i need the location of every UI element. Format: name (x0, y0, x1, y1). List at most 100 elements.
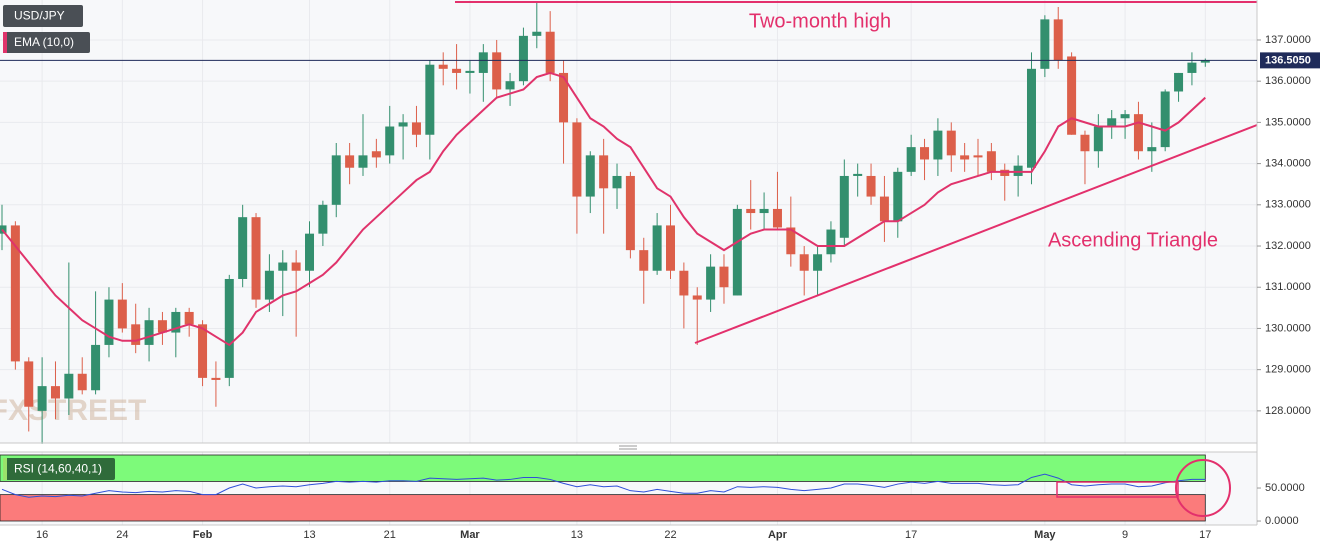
candle-body (184, 311, 194, 325)
candle-body (679, 270, 689, 296)
candle-body (425, 64, 435, 135)
x-tick-label: 13 (571, 529, 583, 541)
y-tick-label: 131.0000 (1265, 281, 1311, 293)
candle-body (318, 204, 328, 234)
y-tick-label: 133.0000 (1265, 199, 1311, 211)
x-tick-label: Apr (768, 529, 788, 541)
last-price-label: 136.5050 (1265, 54, 1311, 66)
oversold-zone (0, 494, 1206, 522)
candle-body (331, 155, 341, 205)
candle-body (866, 175, 876, 197)
candle-body (345, 155, 355, 168)
rsi-zones (0, 454, 1206, 522)
annotation: Two-month high (749, 10, 891, 32)
y-tick-label: 135.0000 (1265, 116, 1311, 128)
candle-body (211, 377, 221, 380)
candle-body (77, 373, 87, 391)
candle-body (1026, 68, 1036, 168)
x-tick-label: 21 (384, 529, 396, 541)
y-tick-label: 132.0000 (1265, 240, 1311, 252)
candle-body (64, 373, 74, 399)
candle-body (960, 155, 970, 160)
legend-rsi: RSI (14,60,40,1) (14, 462, 102, 476)
candle-body (1093, 126, 1103, 152)
legend-swatch (3, 32, 7, 53)
candle-body (986, 151, 996, 172)
candle-body (438, 64, 448, 69)
candle-body (799, 254, 809, 271)
candle-body (612, 175, 622, 189)
candle-body (385, 126, 395, 156)
annotation: Ascending Triangle (1048, 229, 1218, 251)
x-tick-label: 17 (1199, 529, 1211, 541)
ascending-triangle-line (694, 124, 1258, 344)
candle-body (37, 386, 47, 411)
candle-body (1174, 72, 1184, 92)
candle-body (692, 295, 702, 300)
candle-body (1200, 60, 1210, 63)
candle-body (933, 130, 943, 160)
candle-body (157, 320, 167, 333)
y-tick-label: 137.0000 (1265, 34, 1311, 46)
y-tick-label: 130.0000 (1265, 322, 1311, 334)
candle-body (24, 361, 34, 407)
rsi-line (1, 473, 1206, 498)
legend-box[interactable] (3, 458, 115, 480)
legend: USD/JPY EMA (10,0) RSI (14,60,40,1) (3, 5, 115, 480)
highlight-circle (1175, 459, 1231, 517)
candle-body (305, 233, 315, 271)
candle-body (599, 155, 609, 189)
candle-body (238, 217, 248, 279)
candle-body (1120, 114, 1130, 119)
x-tick-label: 22 (664, 529, 676, 541)
grid (0, 0, 1257, 525)
candle-body (746, 208, 756, 214)
candle-body (1107, 118, 1117, 127)
candle-body (625, 175, 635, 251)
candle-body (117, 299, 127, 329)
candle-body (826, 229, 836, 255)
candle-body (920, 147, 930, 160)
candle-body (224, 278, 234, 378)
candle-body (411, 122, 421, 135)
x-tick-label: Feb (193, 529, 213, 541)
candle-body (291, 262, 301, 271)
candle-body (518, 35, 528, 82)
candle-body (198, 324, 208, 378)
x-tick-label: 16 (36, 529, 48, 541)
candle-body (144, 320, 154, 345)
last-price-box (1260, 52, 1320, 69)
candle-body (1013, 165, 1023, 176)
candle-body (639, 250, 649, 271)
ema-line (1, 71, 1206, 347)
candle-body (973, 155, 983, 158)
candle-body (732, 208, 742, 296)
y-tick-label: 134.0000 (1265, 158, 1311, 170)
legend-box[interactable] (3, 5, 83, 27)
candle-body (171, 311, 181, 333)
candle-body (1133, 114, 1143, 152)
y-tick-label: 0.0000 (1265, 515, 1299, 527)
legend-box[interactable] (3, 32, 90, 53)
candle-body (505, 81, 515, 90)
legend-ema: EMA (10,0) (14, 35, 74, 49)
candle-body (278, 262, 288, 271)
candle-body (371, 151, 381, 158)
y-tick-label: 128.0000 (1265, 405, 1311, 417)
candle-body (532, 31, 542, 36)
candle-body (839, 175, 849, 238)
x-tick-label: 17 (905, 529, 917, 541)
candle-body (559, 72, 569, 123)
legend-symbol: USD/JPY (14, 9, 65, 23)
candle-body (853, 173, 863, 176)
candle-body (1080, 134, 1090, 152)
candle-body (893, 171, 903, 222)
x-tick-label: 9 (1122, 529, 1128, 541)
candle-body (1067, 56, 1077, 135)
candle-body (398, 122, 408, 127)
y-tick-label: 136.0000 (1265, 75, 1311, 87)
candle-body (1187, 62, 1197, 73)
candle-body (545, 31, 555, 73)
candle-body (10, 225, 20, 362)
